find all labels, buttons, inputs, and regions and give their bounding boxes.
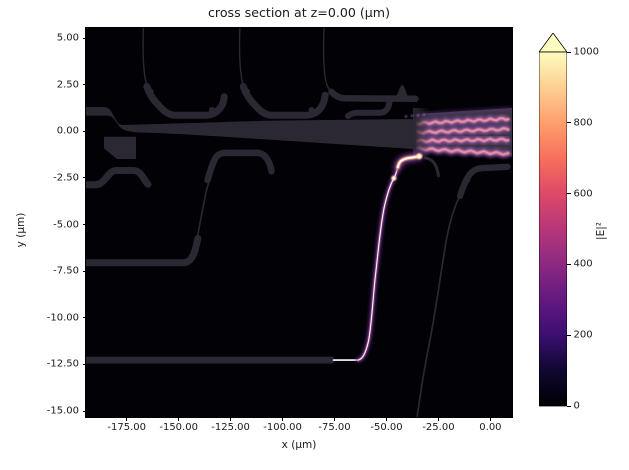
y-tick-label: -5.00 [53, 219, 79, 231]
structure-knob [308, 107, 315, 113]
y-tick-mark [82, 84, 86, 86]
colorbar-tick-label: 800 [573, 117, 593, 129]
structure-upper-band [328, 88, 419, 103]
structure-knob [244, 88, 250, 95]
x-tick-label: -100.00 [263, 421, 302, 433]
colorbar [538, 32, 568, 407]
mmi-lobe [416, 147, 510, 156]
heatmap-canvas [86, 28, 512, 417]
y-tick-mark [82, 37, 86, 39]
structure-mesa-left [86, 167, 152, 189]
x-tick-label: -25.00 [422, 421, 455, 433]
colorbar-tick-mark [567, 405, 571, 407]
x-tick-mark [386, 417, 387, 421]
colorbar-tick-mark [567, 334, 571, 336]
structure-upper-band-wedge [395, 85, 409, 100]
x-tick-mark [437, 417, 439, 421]
mmi-lobe [416, 137, 510, 143]
y-tick-mark [82, 270, 86, 272]
structure-bar-y-7 [86, 235, 202, 267]
colorbar-tick-mark [567, 263, 571, 265]
structure-basin-2 [239, 83, 329, 119]
structure-right-diagonal [416, 193, 462, 417]
y-tick-label: 5.00 [56, 32, 79, 44]
y-tick-mark [82, 224, 86, 226]
structure-knob [463, 176, 471, 184]
structure-input-waveguide [86, 356, 334, 364]
colorbar-tick-mark [567, 193, 571, 195]
x-tick-label: -50.00 [370, 421, 403, 433]
plot-area [85, 27, 513, 418]
y-tick-mark [82, 177, 86, 179]
mmi-edge-glow-top [415, 107, 512, 116]
structure-feeder-3 [322, 28, 333, 93]
mmi-speckle-dots [404, 113, 426, 118]
colorbar-extend-arrow [538, 32, 568, 53]
y-tick-label: -15.00 [46, 405, 79, 417]
x-tick-mark [334, 417, 336, 421]
y-tick-label: -2.50 [53, 172, 79, 184]
x-tick-mark [282, 417, 284, 421]
x-tick-mark [489, 417, 491, 421]
colorbar-tick-label: 1000 [573, 46, 599, 58]
mmi-left-fade [413, 108, 430, 156]
structure-outlines [86, 28, 511, 417]
colorbar-tick-mark [567, 122, 571, 124]
mmi-interference-lobes [414, 114, 511, 159]
structure-right-band [456, 163, 511, 200]
colorbar-tick-label: 600 [573, 188, 593, 200]
x-tick-label: -75.00 [318, 421, 351, 433]
colorbar-tick-mark [567, 51, 571, 53]
y-tick-label: 0.00 [56, 125, 79, 137]
structure-hook-after-bend [424, 156, 440, 178]
y-axis-label: y (μm) [15, 212, 27, 248]
y-tick-mark [82, 363, 86, 365]
structure-pad-rect [104, 136, 136, 159]
x-tick-label: -150.00 [159, 421, 198, 433]
colorbar-tick-label: 0 [573, 400, 580, 412]
y-tick-label: -10.00 [46, 312, 79, 324]
y-tick-mark [82, 317, 86, 319]
colorbar-tick-label: 200 [573, 329, 593, 341]
field-bright-path [329, 152, 424, 365]
x-tick-label: -125.00 [211, 421, 250, 433]
y-tick-label: -7.50 [53, 265, 79, 277]
y-tick-mark [82, 130, 86, 132]
plot-title: cross section at z=0.00 (μm) [208, 5, 390, 20]
x-tick-mark [126, 417, 128, 421]
mmi-lobe [416, 127, 510, 135]
structure-mesa-center [204, 149, 275, 184]
structure-short-band [345, 98, 393, 119]
y-tick-label: 2.50 [56, 79, 79, 91]
x-tick-label: -175.00 [107, 421, 146, 433]
structure-knob [147, 88, 154, 95]
colorbar-gradient [538, 32, 568, 407]
x-tick-label: 0.00 [479, 421, 502, 433]
structure-feeder-2 [238, 28, 244, 87]
structure-feeder-1 [142, 28, 148, 87]
x-tick-mark [178, 417, 180, 421]
mmi-lobe [416, 117, 510, 125]
structure-basin-1 [143, 83, 228, 119]
y-tick-label: -12.50 [46, 358, 79, 370]
colorbar-tick-label: 400 [573, 258, 593, 270]
colorbar-label: |E|² [595, 222, 607, 240]
structure-knob [209, 107, 215, 113]
x-tick-mark [230, 417, 232, 421]
y-tick-mark [82, 410, 86, 412]
structure-bus-taper [86, 107, 417, 150]
plot-background [86, 28, 512, 417]
x-axis-label: x (μm) [281, 439, 317, 451]
